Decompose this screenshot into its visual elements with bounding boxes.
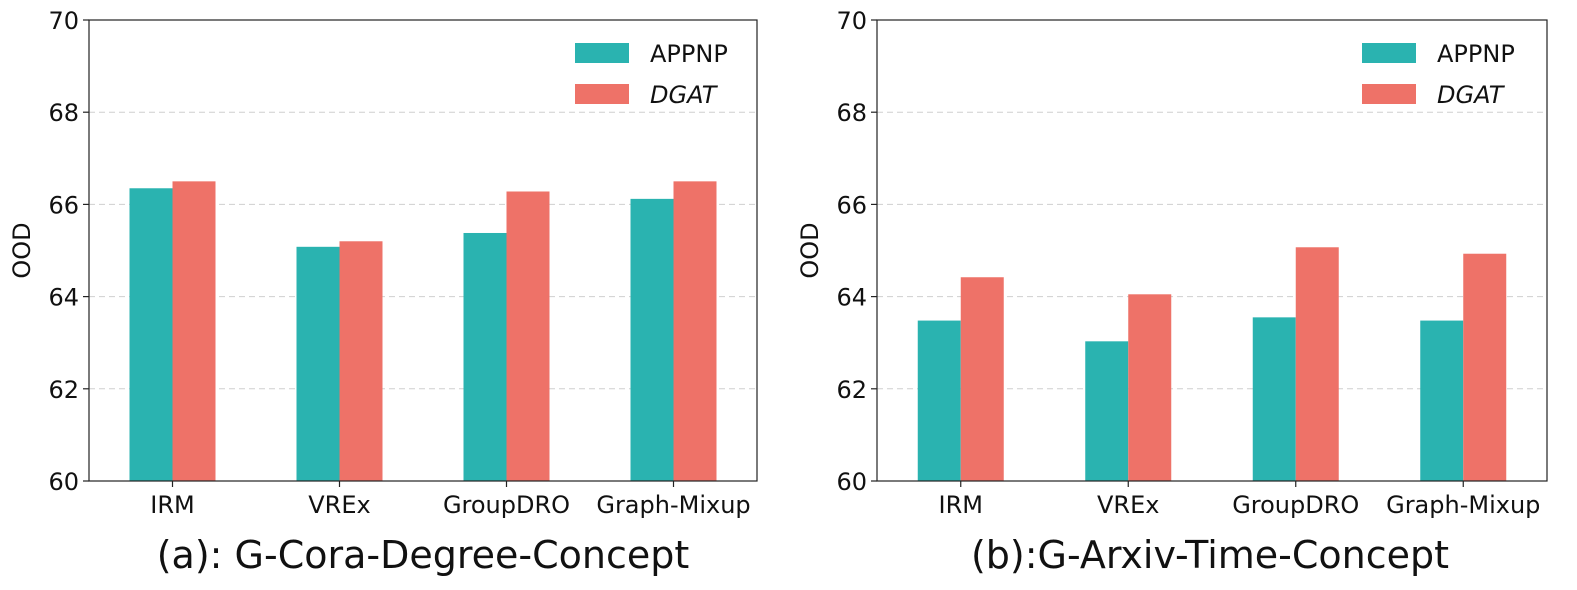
panel-b-ytick-label: 62 [836,376,867,404]
panel-b-xtick-label: IRM [939,491,983,519]
panel-a-bar-appnp-groupdro [463,232,507,481]
panel-b-legend-swatch-dgat [1362,84,1416,104]
panel-a-bar-dgat-groupdro [506,191,550,481]
panel-b-xtick-label: Graph-Mixup [1386,491,1540,519]
panel-b-bar-appnp-vrex [1085,341,1129,481]
panel-a-ylabel: OOD [8,222,36,278]
panel-a-bar-dgat-vrex [339,241,383,481]
panel-b-bar-dgat-graph-mixup [1463,253,1507,481]
panel-a-bar-appnp-vrex [296,246,340,481]
panel-b-legend-label-appnp: APPNP [1437,40,1515,68]
panel-a-ytick-label: 66 [48,191,79,219]
panel-b-ylabel: OOD [796,222,824,278]
panel-a-ytick-label: 70 [48,7,79,35]
panel-b-ytick-label: 68 [836,99,867,127]
panel-a-bar-appnp-irm [129,188,173,481]
panel-a-xtick-label: VREx [308,491,370,519]
panel-b-xtick-label: VREx [1097,491,1159,519]
panel-b-bar-appnp-groupdro [1252,317,1296,481]
panel-b-legend-label-dgat: DGAT [1437,81,1506,109]
panel-b-ytick-label: 66 [836,191,867,219]
panel-b-caption: (b):G-Arxiv-Time-Concept [971,533,1449,577]
panel-b-ytick-label: 60 [836,468,867,496]
panel-a-ytick-label: 68 [48,99,79,127]
panel-b-ytick-label: 70 [836,7,867,35]
panel-a-ytick-label: 64 [48,284,79,312]
panel-b-bar-dgat-irm [960,277,1004,481]
panel-b-axes-frame [876,19,1548,482]
panel-b-bar-appnp-graph-mixup [1420,320,1464,481]
panel-a-xtick-label: GroupDRO [443,491,570,519]
panel-b-xtick-label: GroupDRO [1232,491,1359,519]
panel-a-legend-label-dgat: DGAT [650,81,719,109]
panel-a-legend-swatch-appnp [575,43,629,63]
panel-b-bar-dgat-groupdro [1295,247,1339,481]
panel-a-axes-frame [88,19,758,482]
panel-b-bar-dgat-vrex [1128,294,1172,481]
panel-a-bar-appnp-graph-mixup [630,198,674,482]
panel-a-caption: (a): G-Cora-Degree-Concept [157,533,690,577]
panel-a-ytick-label: 62 [48,376,79,404]
panel-a-legend-swatch-dgat [575,84,629,104]
panel-a-legend-label-appnp: APPNP [650,40,728,68]
panel-a-bar-dgat-graph-mixup [673,181,717,481]
panel-b-bar-appnp-irm [917,320,961,481]
panel-a-bar-dgat-irm [172,181,216,481]
panel-b-ytick-label: 64 [836,284,867,312]
panel-a-xtick-label: Graph-Mixup [596,491,750,519]
panel-a-xtick-label: IRM [150,491,194,519]
panel-a-ytick-label: 60 [48,468,79,496]
panel-b-legend-swatch-appnp [1362,43,1416,63]
